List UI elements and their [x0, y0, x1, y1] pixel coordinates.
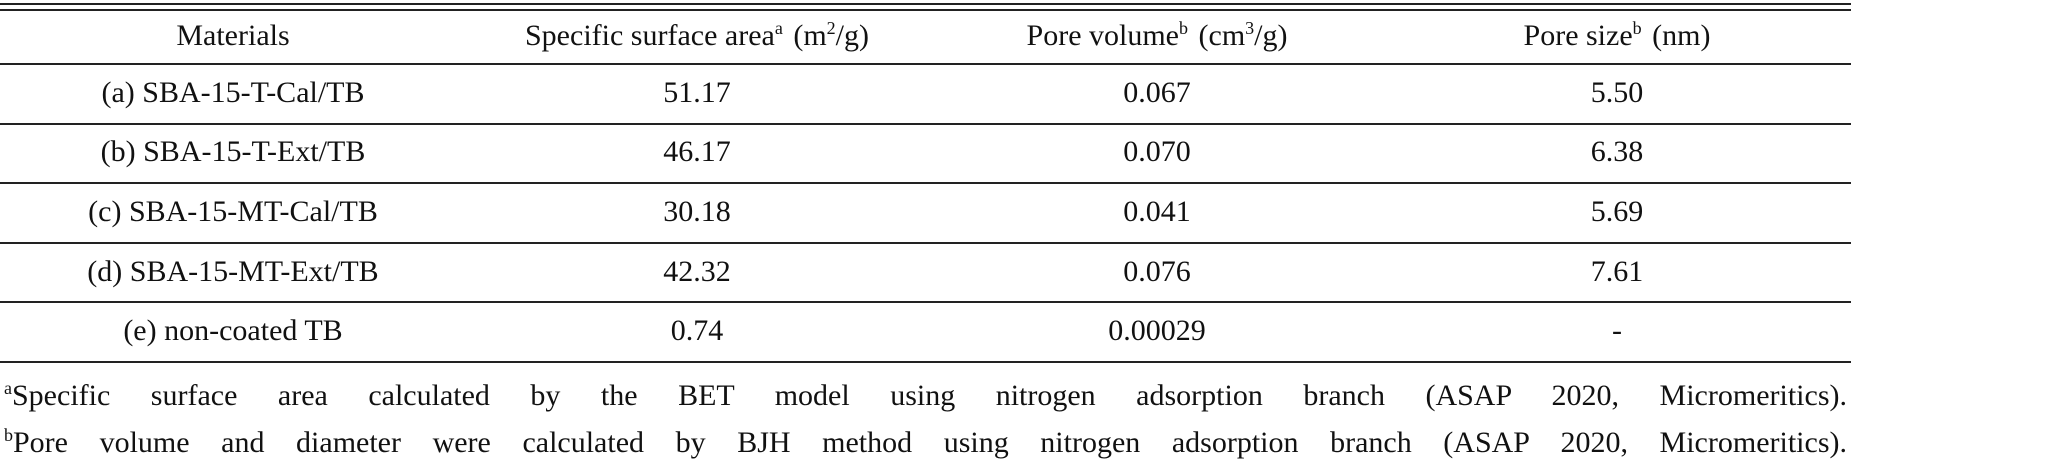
unit-exponent: 3 — [1245, 18, 1255, 39]
header-footnote-mark: b — [1632, 18, 1642, 39]
rule — [0, 361, 1851, 363]
footnote-mark: a — [4, 378, 12, 399]
value-cell: 0.070 — [1123, 135, 1191, 169]
value-cell: 0.00029 — [1108, 314, 1206, 348]
value-cell: 0.041 — [1123, 195, 1191, 228]
value-cell: 0.076 — [1123, 254, 1191, 288]
footnote: bPore volume and diameter were calculate… — [4, 426, 1847, 460]
rule — [0, 3, 1851, 5]
footnote: aSpecific surface area calculated by the… — [4, 379, 1847, 413]
value-cell: 6.38 — [1590, 135, 1644, 169]
header-unit: (nm) — [1652, 19, 1711, 52]
footnote-mark: b — [4, 425, 13, 446]
value-cell: 46.17 — [663, 135, 731, 169]
value-cell: 0.74 — [670, 314, 724, 348]
rule — [0, 182, 1851, 185]
header-unit: (m — [793, 19, 827, 52]
material-cell: (c) SBA-15-MT-Cal/TB — [88, 195, 378, 228]
value-cell: 5.69 — [1590, 195, 1644, 228]
footnote-text: Specific surface area calculated by the … — [12, 379, 1847, 412]
rule — [0, 241, 1851, 244]
value-cell: 30.18 — [663, 195, 731, 228]
header-cell: Specific surface areaa (m2/g) — [525, 19, 869, 53]
value-cell: 5.50 — [1590, 75, 1644, 109]
header-cell: Materials — [176, 19, 289, 53]
value-cell: - — [1612, 314, 1622, 348]
header-label: Specific surface area — [525, 19, 775, 52]
value-cell: 42.32 — [663, 254, 731, 288]
material-cell: (e) non-coated TB — [123, 314, 343, 348]
header-unit: /g) — [835, 19, 869, 52]
unit-exponent: 2 — [826, 18, 836, 39]
header-unit: (cm — [1198, 19, 1246, 52]
rule — [0, 122, 1851, 125]
header-footnote-mark: a — [774, 18, 783, 39]
header-label: Pore size — [1523, 19, 1633, 52]
material-cell: (b) SBA-15-T-Ext/TB — [100, 135, 366, 169]
header-footnote-mark: b — [1179, 18, 1189, 39]
rule — [0, 301, 1851, 304]
material-cell: (a) SBA-15-T-Cal/TB — [101, 75, 365, 109]
rule — [0, 63, 1851, 65]
header-label: Materials — [176, 19, 290, 52]
header-label: Pore volume — [1026, 19, 1180, 52]
value-cell: 7.61 — [1590, 254, 1644, 288]
rule — [0, 9, 1851, 11]
footnote-text: Pore volume and diameter were calculated… — [13, 426, 1847, 459]
value-cell: 0.067 — [1123, 75, 1191, 109]
material-cell: (d) SBA-15-MT-Ext/TB — [87, 254, 379, 288]
header-cell: Pore volumeb (cm3/g) — [1027, 19, 1288, 53]
header-cell: Pore sizeb (nm) — [1524, 19, 1711, 53]
header-unit: /g) — [1254, 19, 1288, 52]
value-cell: 51.17 — [663, 75, 731, 109]
